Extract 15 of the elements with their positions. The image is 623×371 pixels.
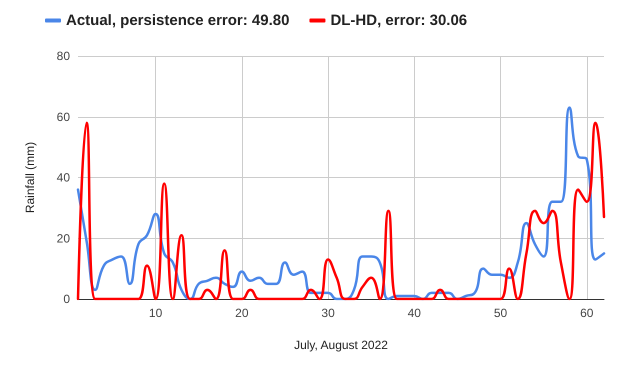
y-axis-title: Rainfall (mm) bbox=[23, 142, 37, 214]
x-tick-label: 30 bbox=[321, 306, 336, 320]
x-tick-label: 60 bbox=[580, 306, 594, 320]
x-tick-label: 40 bbox=[408, 306, 422, 320]
x-tick-label: 50 bbox=[494, 306, 508, 320]
y-tick-label: 80 bbox=[56, 49, 70, 63]
y-tick-label: 20 bbox=[56, 231, 70, 246]
y-tick-label: 40 bbox=[56, 170, 70, 184]
y-tick-label: 0 bbox=[63, 292, 70, 306]
y-tick-label: 60 bbox=[56, 110, 70, 124]
x-axis-title: July, August 2022 bbox=[294, 338, 388, 352]
x-tick-label: 10 bbox=[148, 306, 163, 320]
legend-label: Actual, persistence error: 49.80 bbox=[66, 12, 290, 29]
legend-label: DL-HD, error: 30.06 bbox=[330, 12, 468, 29]
x-tick-label: 20 bbox=[235, 306, 249, 320]
